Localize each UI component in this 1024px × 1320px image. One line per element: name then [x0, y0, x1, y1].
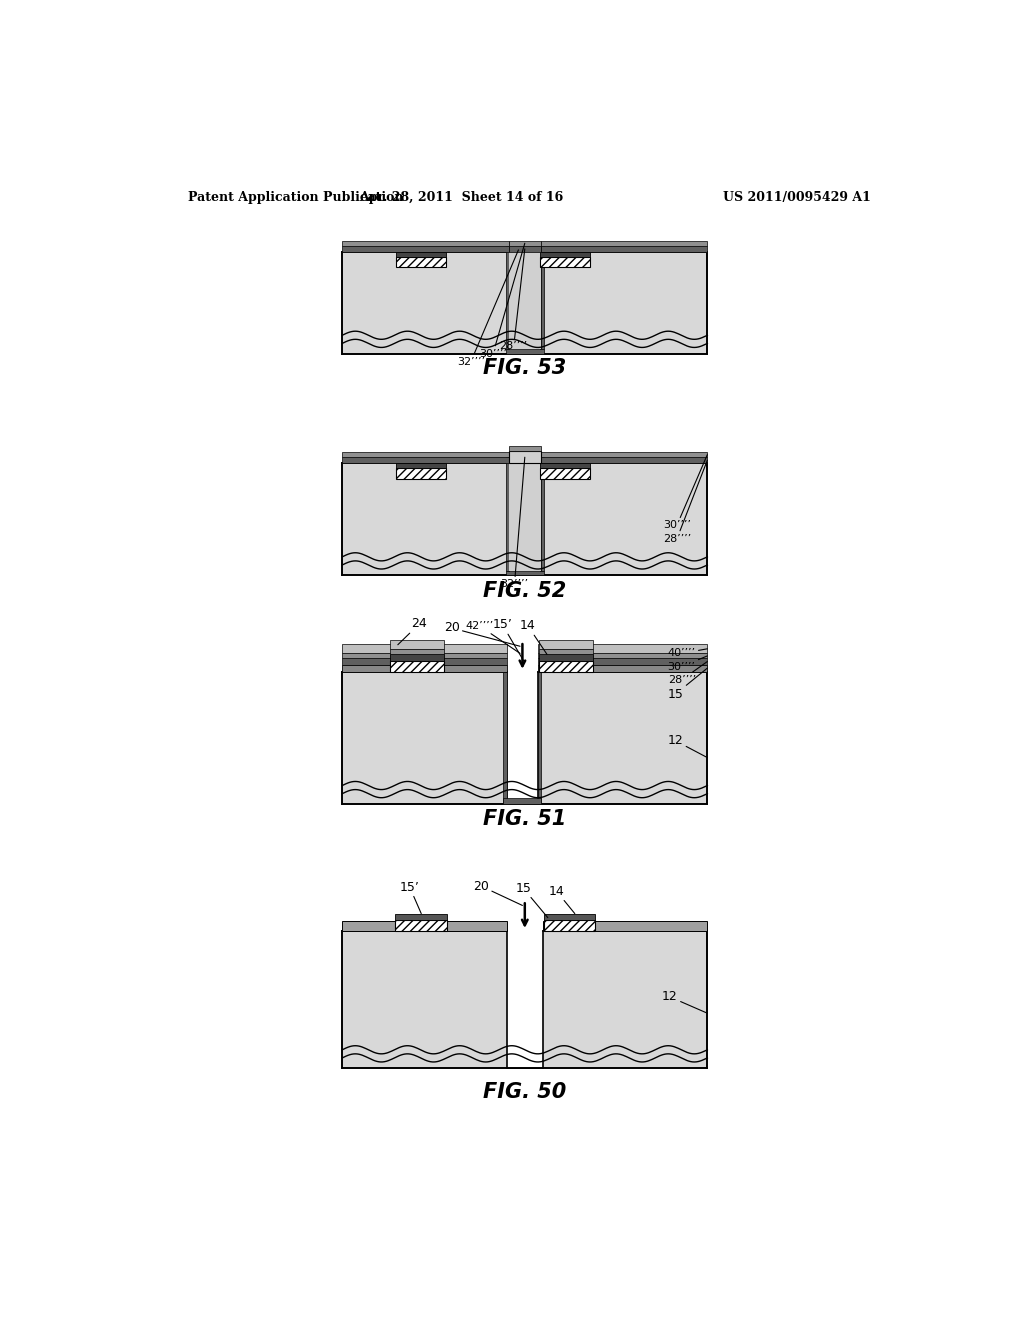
- Bar: [396, 463, 446, 469]
- Bar: [509, 252, 541, 350]
- Bar: [509, 446, 541, 451]
- Bar: [541, 240, 708, 246]
- Bar: [395, 913, 447, 920]
- Bar: [540, 257, 590, 267]
- Text: FIG. 52: FIG. 52: [483, 581, 566, 601]
- Bar: [504, 797, 542, 804]
- Bar: [506, 350, 544, 354]
- Text: 40’’’’: 40’’’’: [668, 648, 708, 659]
- Text: 28’’’’: 28’’’’: [668, 661, 708, 685]
- Bar: [342, 457, 509, 463]
- Bar: [540, 252, 590, 257]
- Bar: [541, 457, 544, 572]
- Text: 15’: 15’: [399, 880, 421, 913]
- Bar: [506, 246, 509, 350]
- Bar: [342, 453, 509, 457]
- Bar: [342, 664, 507, 672]
- Bar: [342, 240, 509, 246]
- Bar: [342, 672, 708, 804]
- Bar: [509, 246, 541, 252]
- Bar: [342, 246, 509, 252]
- Bar: [342, 659, 507, 664]
- Text: 14: 14: [520, 619, 547, 655]
- Bar: [396, 252, 446, 257]
- Text: 24: 24: [397, 618, 427, 644]
- Bar: [541, 453, 708, 457]
- Text: 15’: 15’: [493, 619, 524, 661]
- Bar: [342, 463, 708, 576]
- Bar: [509, 451, 541, 463]
- Bar: [342, 921, 507, 931]
- Text: 30’’’’: 30’’’’: [663, 454, 708, 531]
- Text: FIG. 50: FIG. 50: [483, 1081, 566, 1102]
- Bar: [390, 649, 443, 655]
- Text: 32’’’’: 32’’’’: [501, 457, 528, 589]
- Bar: [390, 655, 443, 660]
- Bar: [342, 931, 708, 1068]
- Text: 15: 15: [668, 668, 708, 701]
- Text: 30’’’’: 30’’’’: [668, 656, 708, 672]
- Bar: [509, 463, 541, 572]
- Bar: [539, 644, 708, 653]
- Bar: [540, 463, 590, 469]
- Bar: [507, 667, 539, 804]
- Text: 12: 12: [663, 990, 708, 1014]
- Bar: [395, 920, 447, 931]
- Bar: [390, 660, 443, 672]
- Bar: [506, 572, 544, 576]
- Bar: [541, 246, 544, 350]
- Bar: [507, 925, 543, 1068]
- Bar: [396, 257, 446, 267]
- Bar: [539, 649, 593, 655]
- Text: Apr. 28, 2011  Sheet 14 of 16: Apr. 28, 2011 Sheet 14 of 16: [359, 191, 563, 203]
- Bar: [504, 672, 507, 804]
- Bar: [539, 672, 542, 804]
- Bar: [544, 913, 595, 920]
- Bar: [509, 247, 541, 354]
- Bar: [539, 653, 708, 659]
- Text: 28’’’’: 28’’’’: [663, 461, 708, 544]
- Text: 32’’’’: 32’’’’: [457, 249, 518, 367]
- Bar: [539, 640, 593, 649]
- Bar: [509, 458, 541, 576]
- Bar: [390, 640, 443, 649]
- Bar: [506, 457, 509, 572]
- Text: 28’’’’: 28’’’’: [500, 249, 527, 351]
- Bar: [544, 920, 595, 931]
- Text: 12: 12: [668, 734, 708, 758]
- Bar: [396, 469, 446, 479]
- Text: FIG. 53: FIG. 53: [483, 358, 566, 378]
- Bar: [543, 921, 708, 931]
- Bar: [539, 660, 593, 672]
- Text: Patent Application Publication: Patent Application Publication: [187, 191, 403, 203]
- Bar: [539, 664, 708, 672]
- Text: 42’’’’: 42’’’’: [466, 620, 520, 653]
- Bar: [509, 240, 541, 246]
- Bar: [541, 246, 708, 252]
- Text: 30’’’’: 30’’’’: [479, 243, 524, 359]
- Bar: [540, 469, 590, 479]
- Bar: [539, 659, 708, 664]
- Text: US 2011/0095429 A1: US 2011/0095429 A1: [723, 191, 871, 203]
- Text: FIG. 51: FIG. 51: [483, 809, 566, 829]
- Text: 20: 20: [473, 879, 522, 906]
- Text: 14: 14: [549, 884, 574, 913]
- Bar: [342, 644, 507, 653]
- Text: 20: 20: [443, 622, 520, 647]
- Bar: [342, 653, 507, 659]
- Bar: [539, 655, 593, 660]
- Bar: [541, 457, 708, 463]
- Bar: [342, 252, 708, 354]
- Text: 15: 15: [515, 882, 548, 917]
